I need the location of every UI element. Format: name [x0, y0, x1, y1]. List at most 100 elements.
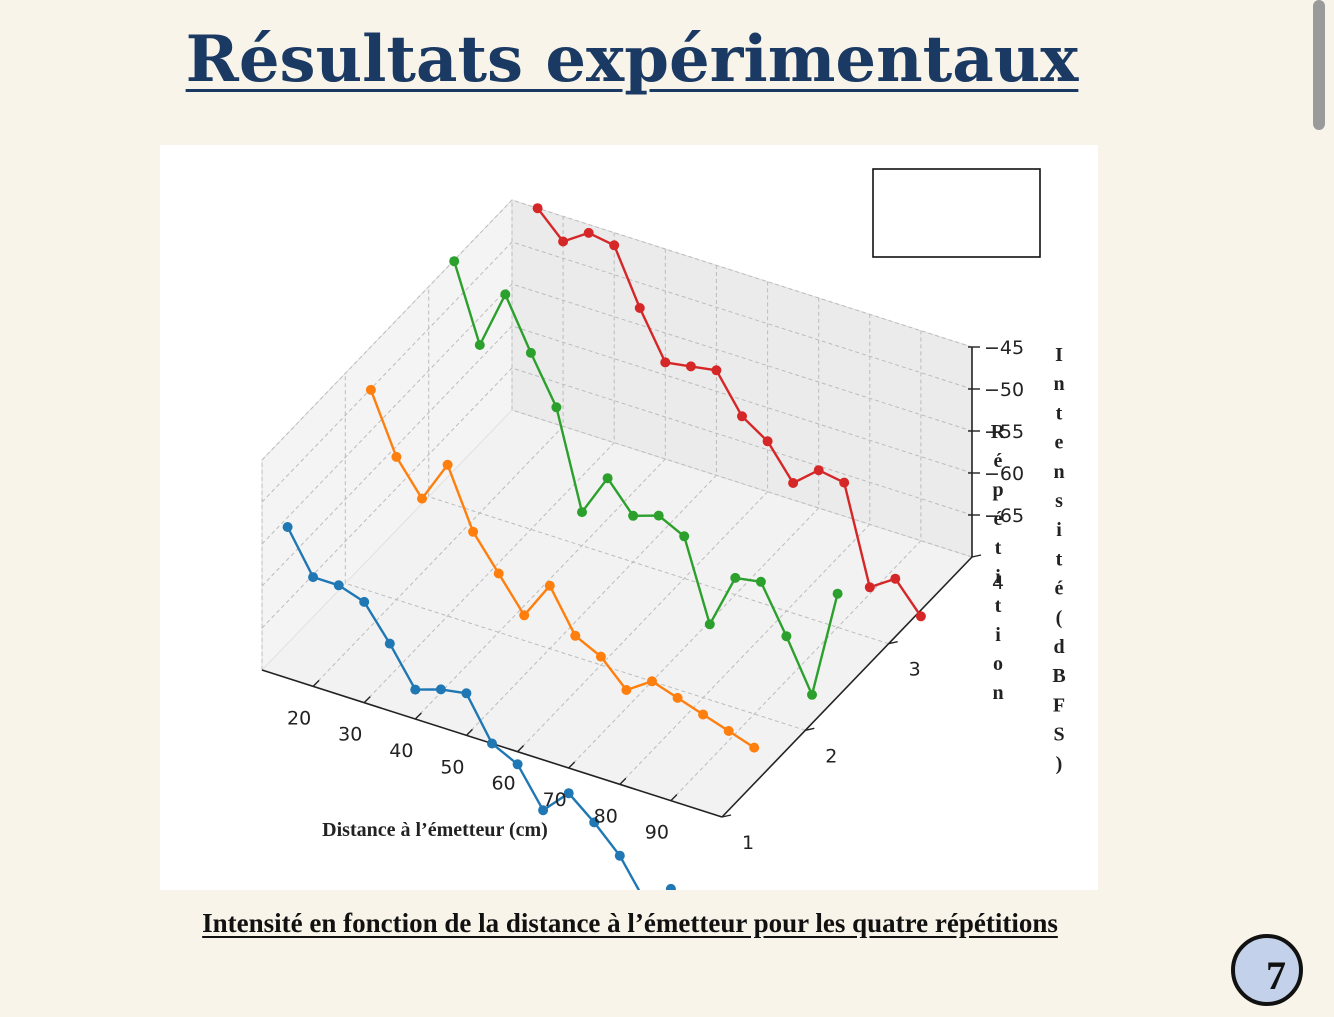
y-tick [721, 814, 732, 818]
data-point [308, 572, 319, 583]
slide-title: Résultats expérimentaux [185, 22, 1079, 97]
y-tick-label: 4 [992, 572, 1004, 594]
data-point [519, 610, 530, 621]
data-point [723, 726, 734, 736]
grid-line-x [414, 249, 666, 720]
data-point [665, 883, 676, 890]
data-point [487, 738, 497, 749]
x-tick-label: 60 [491, 773, 515, 795]
series-line-1 [286, 526, 672, 890]
x-tick-label: 80 [594, 805, 618, 827]
y-tick [971, 554, 982, 558]
grid-line-x [363, 232, 615, 704]
data-point [781, 631, 792, 642]
data-point [807, 689, 817, 700]
z-tick-label: −45 [984, 337, 1024, 359]
z-tick-label: −60 [984, 463, 1024, 485]
figure-caption: Intensité en fonction de la distance à l… [202, 908, 1058, 938]
chart-3d-plot: 20 30 40 50 60 70 80 90 1 2 3 4 −45 −50 −55 −60 −65 Dista… [261, 168, 1066, 890]
x-tick [465, 728, 473, 736]
grid-line-z [261, 199, 973, 461]
data-point [583, 227, 594, 238]
data-point [449, 256, 460, 267]
grid-line-x [670, 330, 922, 802]
data-point [614, 850, 625, 861]
data-point [660, 357, 671, 368]
z-tick-label: −55 [984, 421, 1024, 443]
x-tick-label: 90 [645, 822, 669, 844]
grid-line-x [517, 281, 769, 753]
x-tick [363, 696, 371, 704]
series-line-4 [536, 207, 922, 617]
x-tick-label: 20 [287, 707, 311, 729]
data-point [577, 507, 587, 518]
x-tick [619, 777, 627, 785]
y-axis-line [721, 556, 973, 818]
data-point [832, 588, 843, 599]
data-point [384, 638, 395, 649]
data-point [685, 361, 696, 372]
data-point [621, 685, 632, 695]
data-point [762, 436, 773, 447]
data-point [704, 619, 715, 630]
y-tick-label: 3 [909, 659, 921, 681]
x-tick [517, 745, 525, 753]
y-tick [888, 640, 898, 645]
data-point [474, 340, 485, 350]
data-point [890, 573, 901, 584]
data-point [698, 709, 709, 720]
data-point [442, 459, 453, 470]
data-point [558, 236, 569, 247]
data-point [628, 510, 639, 521]
data-point [532, 203, 543, 214]
data-point [570, 630, 581, 641]
data-point [755, 576, 766, 587]
x-axis-label: Distance à l’émetteur (cm) [322, 819, 548, 841]
series-line-2 [369, 389, 755, 749]
data-point [282, 522, 293, 532]
z-tick-label: −50 [984, 379, 1024, 401]
data-point [435, 684, 446, 695]
x-tick-label: 70 [543, 789, 567, 811]
x-tick [312, 679, 320, 687]
data-point [864, 582, 875, 593]
data-point [609, 240, 620, 251]
data-point [672, 692, 683, 703]
data-point [634, 303, 645, 313]
data-point [417, 493, 427, 504]
data-point [512, 759, 523, 770]
x-tick-label: 30 [338, 724, 362, 746]
scrollbar-thumb[interactable] [1313, 0, 1325, 130]
data-point [493, 568, 504, 579]
data-point [653, 510, 664, 521]
grid-line-z [261, 283, 973, 545]
y-tick [805, 727, 815, 732]
data-point [563, 788, 574, 799]
data-point [679, 531, 690, 542]
data-point [359, 596, 370, 607]
y-tick-label: 2 [825, 745, 837, 767]
series-line-3 [453, 260, 839, 696]
data-point [461, 688, 472, 699]
data-point [730, 572, 741, 583]
data-point [602, 473, 613, 484]
data-point [647, 676, 657, 687]
chart-container: 20 30 40 50 60 70 80 90 1 2 3 4 −45 −50 −55 −60 −65 Dista… [160, 145, 1098, 890]
data-point [737, 411, 747, 422]
x-tick [414, 712, 422, 720]
grid-line-z [261, 241, 973, 503]
page-number-badge: 7 [1231, 934, 1303, 1006]
data-point [788, 478, 799, 488]
legend-box [872, 168, 1041, 258]
data-point [410, 684, 421, 695]
data-point [813, 465, 824, 476]
data-point [500, 289, 511, 300]
data-point [538, 805, 549, 816]
data-point [915, 611, 926, 622]
grid-line-z [261, 325, 973, 587]
x-tick-label: 40 [389, 740, 413, 762]
data-point [749, 742, 760, 753]
